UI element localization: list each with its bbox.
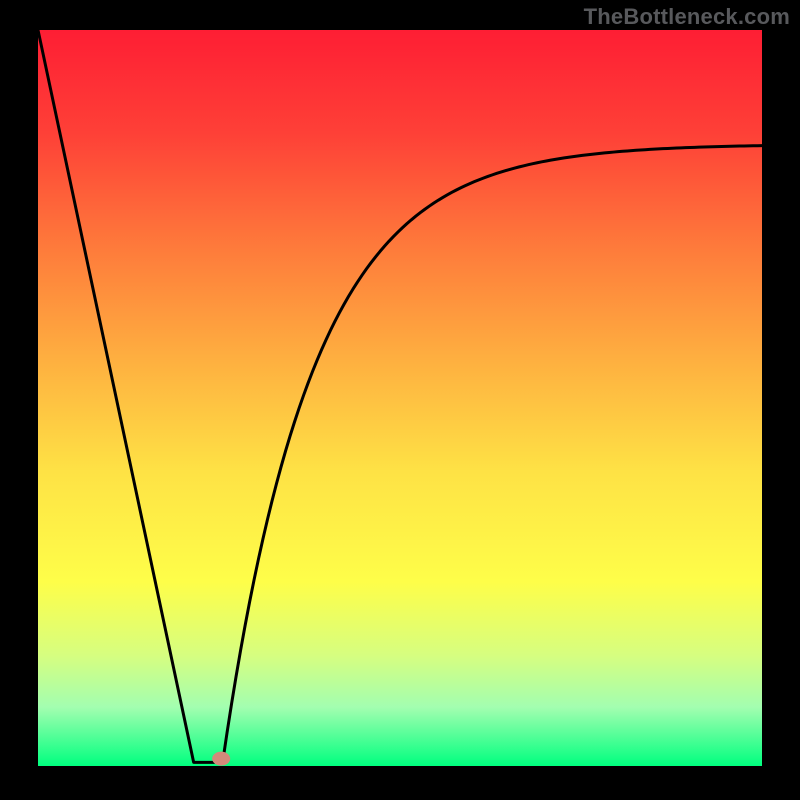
curve-path bbox=[38, 30, 762, 762]
watermark-text: TheBottleneck.com bbox=[584, 4, 790, 30]
plot-area bbox=[38, 30, 762, 766]
marker-dot bbox=[212, 752, 230, 766]
chart-frame: TheBottleneck.com bbox=[0, 0, 800, 800]
bottleneck-curve bbox=[38, 30, 762, 766]
